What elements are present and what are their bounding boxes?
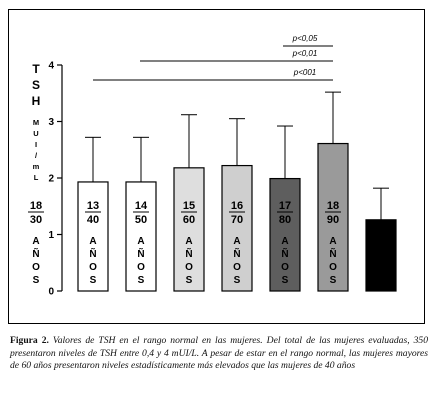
bar-label-den: 70 xyxy=(231,214,243,226)
y-tick-label: 0 xyxy=(48,287,54,298)
bar-label-num: 15 xyxy=(183,200,195,212)
caption: Figura 2. Valores de TSH en el rango nor… xyxy=(10,335,428,373)
y-label-num: 18 xyxy=(30,200,42,212)
bar-label-years: AÑOS xyxy=(328,236,339,288)
bar-label-den: 90 xyxy=(327,214,339,226)
bar xyxy=(125,181,157,292)
bar xyxy=(317,142,349,292)
bar-label-years: AÑOS xyxy=(136,236,147,288)
bar xyxy=(269,177,301,292)
bar-label-years: AÑOS xyxy=(88,236,99,288)
bar-label-den: 40 xyxy=(87,214,99,226)
chart: 0 1 2 3 4 TSH MUI/mL 18 30 AÑOS 13 40 AÑOS 14 50 AÑOS 15… xyxy=(8,9,425,324)
bar xyxy=(77,181,109,292)
bar-label-num: 17 xyxy=(279,200,291,212)
bar-label-den: 50 xyxy=(135,214,147,226)
frame xyxy=(8,9,425,324)
bar-label-den: 80 xyxy=(279,214,291,226)
bar-label-num: 18 xyxy=(327,200,339,212)
significance-label: p<0,01 xyxy=(292,49,318,58)
significance-label: p<001 xyxy=(293,68,316,77)
bar-label-num: 16 xyxy=(231,200,243,212)
y-label-years: AÑOS xyxy=(31,236,42,288)
bar-label-num: 14 xyxy=(135,200,148,212)
bar xyxy=(221,164,253,292)
bar xyxy=(365,219,397,292)
y-label-den: 30 xyxy=(30,214,42,226)
y-tick-label: 3 xyxy=(48,117,54,128)
y-tick-label: 2 xyxy=(48,174,54,185)
caption-label: Figura 2. xyxy=(10,335,49,346)
bar xyxy=(173,167,205,292)
significance-label: p<0,05 xyxy=(292,34,318,43)
caption-text: Valores de TSH en el rango normal en las… xyxy=(10,335,428,371)
bar-label-num: 13 xyxy=(87,200,99,212)
y-label-title: TSH xyxy=(29,62,43,110)
y-label-unit: MUI/mL xyxy=(32,118,41,184)
bar-label-years: AÑOS xyxy=(184,236,195,288)
bar-label-den: 60 xyxy=(183,214,195,226)
y-tick-label: 1 xyxy=(48,230,54,241)
bar-label-years: AÑOS xyxy=(232,236,243,288)
bar-label-years: AÑOS xyxy=(280,236,291,288)
y-tick-label: 4 xyxy=(48,61,54,72)
